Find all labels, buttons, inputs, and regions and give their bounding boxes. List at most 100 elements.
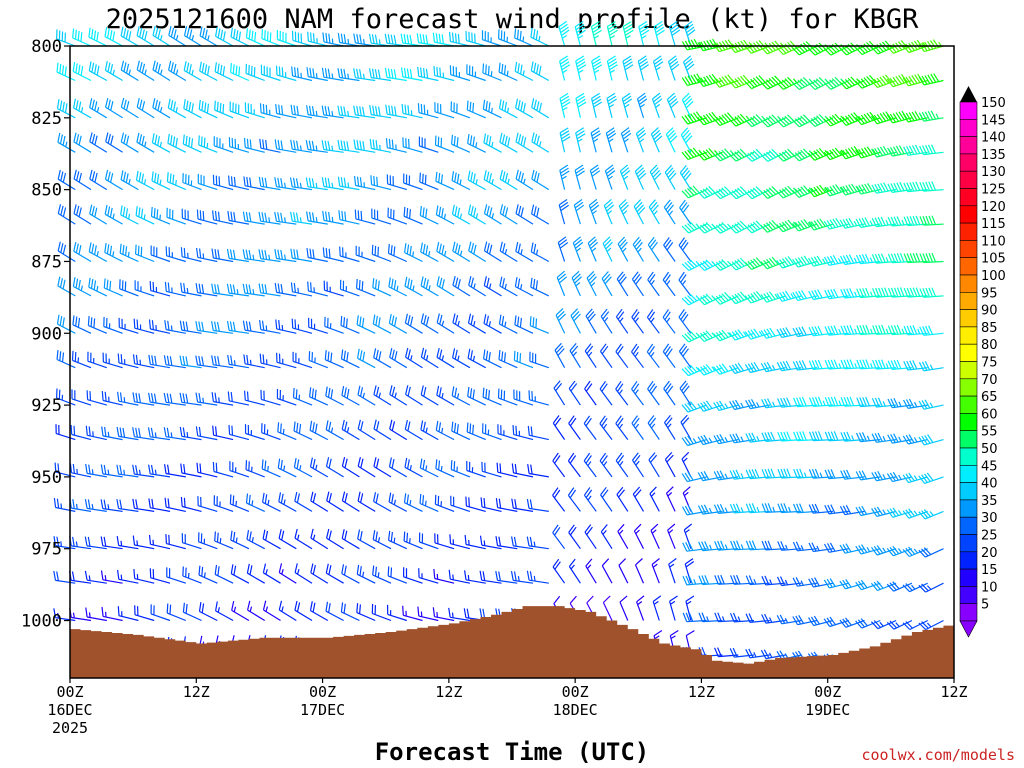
wind-barb (389, 419, 408, 441)
wind-barb (416, 33, 439, 47)
colorbar-label: 110 (981, 234, 1006, 249)
wind-barb (745, 468, 770, 480)
wind-barb (69, 463, 92, 478)
wind-barb (419, 172, 439, 191)
wind-barb (384, 67, 407, 82)
wind-barb (400, 67, 423, 82)
wind-barb (467, 134, 486, 153)
wind-barb (887, 324, 912, 336)
colorbar-segment (959, 378, 978, 397)
wind-barb (760, 185, 786, 199)
wind-barb (372, 530, 392, 550)
wind-barbs (53, 20, 944, 664)
wind-barb (322, 32, 344, 47)
wind-barb (450, 460, 471, 478)
wind-barb (84, 570, 107, 584)
wind-barb (149, 568, 171, 584)
wind-barb (653, 20, 665, 47)
wind-barb (135, 244, 155, 263)
wind-barb (776, 219, 802, 233)
wind-barb (823, 76, 850, 90)
x-tick-date: 16DEC (47, 701, 92, 719)
y-tick-label: 900 (31, 324, 62, 344)
wind-barb (871, 397, 897, 408)
wind-barb (433, 568, 455, 584)
wind-barb (306, 211, 328, 225)
wind-barb (148, 354, 171, 369)
wind-barb (322, 247, 344, 263)
wind-barb (120, 97, 139, 119)
wind-barb (792, 148, 818, 162)
wind-barb (87, 351, 107, 369)
wind-barb (855, 182, 881, 195)
wind-barb (574, 164, 585, 190)
wind-barb (483, 276, 502, 297)
wind-barb (678, 271, 692, 297)
wind-barb (793, 396, 818, 408)
wind-barb (666, 92, 679, 119)
wind-barb (418, 568, 439, 584)
wind-barb (824, 288, 849, 300)
wind-barb (728, 148, 755, 162)
wind-barb (230, 530, 250, 550)
wind-barb (664, 164, 677, 190)
wind-barb (337, 176, 360, 191)
wind-barb (337, 68, 360, 82)
wind-barb (117, 391, 139, 406)
wind-barb (56, 99, 76, 119)
wind-barb (165, 246, 186, 263)
wind-barb (514, 315, 534, 334)
wind-barb (807, 184, 834, 198)
colorbar-segment (959, 240, 978, 258)
wind-barb (615, 452, 629, 478)
wind-barb (167, 98, 187, 119)
wind-barb (274, 177, 297, 191)
wind-barb (636, 595, 645, 621)
wind-barb (117, 353, 139, 369)
wind-barb (243, 354, 265, 369)
wind-barb (258, 249, 281, 263)
wind-barb (840, 431, 865, 442)
wind-barb (839, 146, 865, 160)
colorbar-label: 15 (981, 563, 998, 578)
wind-barb (606, 21, 618, 47)
wind-barb (290, 282, 313, 297)
wind-barb (196, 247, 218, 263)
wind-barb (88, 277, 108, 297)
wind-barb (682, 55, 695, 81)
wind-barb (310, 563, 329, 584)
colorbar-label: 25 (981, 529, 998, 544)
wind-barb (244, 390, 265, 406)
wind-barb (403, 531, 423, 550)
wind-barb (165, 534, 186, 550)
wind-barb (180, 463, 202, 478)
wind-barb (526, 498, 549, 512)
wind-barb (574, 20, 586, 47)
wind-barb (515, 169, 534, 191)
wind-barb (261, 459, 281, 478)
wind-barb (919, 215, 944, 226)
wind-barb (150, 206, 171, 225)
wind-barb (602, 595, 613, 621)
wind-barb (728, 362, 755, 374)
wind-barb (468, 241, 487, 263)
wind-barb (729, 503, 755, 514)
wind-barb (651, 92, 663, 119)
wind-barb (615, 380, 629, 406)
x-tick-time: 00Z (56, 683, 83, 701)
wind-barb (871, 545, 897, 556)
wind-barb (872, 324, 897, 335)
wind-barb (824, 431, 849, 442)
wind-barb (840, 469, 865, 480)
wind-barb (357, 348, 376, 369)
wind-barb (340, 602, 360, 622)
wind-barb (324, 316, 344, 334)
colorbar-segment (959, 343, 978, 362)
wind-barb (585, 308, 597, 334)
wind-barb (321, 105, 344, 119)
wind-barb (483, 241, 502, 263)
wind-barb (919, 252, 944, 264)
wind-barb (117, 606, 139, 622)
wind-barb (840, 359, 865, 370)
wind-barb (294, 528, 313, 550)
